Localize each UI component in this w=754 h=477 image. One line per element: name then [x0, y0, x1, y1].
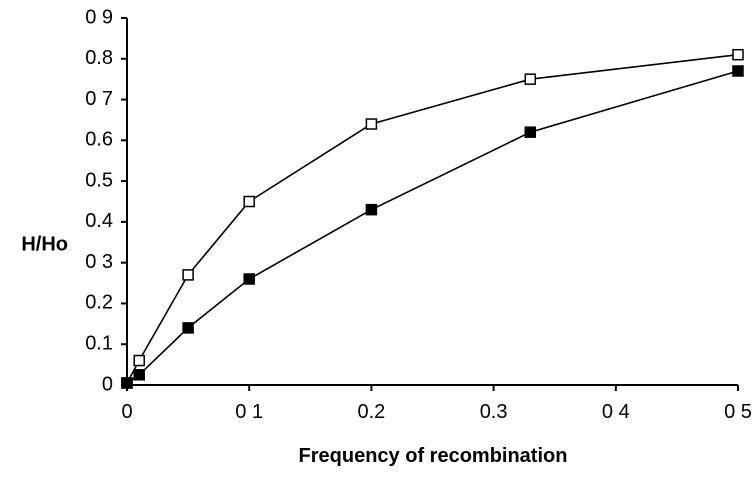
x-axis-title: Frequency of recombination [299, 445, 568, 467]
data-point [243, 195, 255, 208]
x-tick-label: 0 5 [724, 401, 752, 423]
y-tick-label: 0 [102, 373, 113, 395]
y-tick-labels: 0 0.1 0.2 0 3 0.4 0.5 0.6 0 7 0.8 0 9 [85, 6, 113, 395]
x-tick-label: 0 [121, 401, 132, 423]
data-point [243, 273, 255, 285]
series-line [126, 70, 739, 384]
series-line [126, 53, 739, 384]
y-tick-label: 0 7 [85, 88, 113, 110]
x-tick-labels: 0 0 1 0.2 0.3 0 4 0 5 [121, 401, 751, 423]
series-2 [121, 65, 744, 389]
data-point [732, 65, 744, 77]
y-tick-label: 0.5 [85, 169, 113, 191]
y-tick-label: 0.6 [85, 129, 113, 151]
y-axis-title: H/Ho [21, 233, 68, 255]
y-tick-label: 0.4 [85, 210, 113, 232]
data-point [365, 118, 378, 130]
data-point [133, 354, 145, 367]
y-tick-label: 0.2 [85, 292, 113, 314]
data-point [133, 369, 145, 381]
series-1 [121, 48, 744, 389]
x-tick-label: 0.2 [357, 401, 385, 423]
x-tick-label: 0.3 [480, 401, 508, 423]
x-tick-label: 0 4 [602, 401, 630, 423]
y-tick-label: 0 3 [85, 251, 113, 273]
data-point [524, 126, 537, 138]
data-point [182, 322, 194, 334]
data-point [121, 377, 133, 389]
data-point [524, 73, 537, 85]
y-tick-label: 0 9 [85, 6, 113, 28]
x-tick-label: 0 1 [235, 401, 263, 423]
data-point [365, 203, 378, 216]
data-point [732, 48, 744, 61]
series-layer [121, 48, 744, 389]
axes [121, 17, 739, 391]
y-tick-label: 0.1 [85, 333, 113, 355]
y-tick-label: 0.8 [85, 47, 113, 69]
data-point [182, 269, 194, 281]
